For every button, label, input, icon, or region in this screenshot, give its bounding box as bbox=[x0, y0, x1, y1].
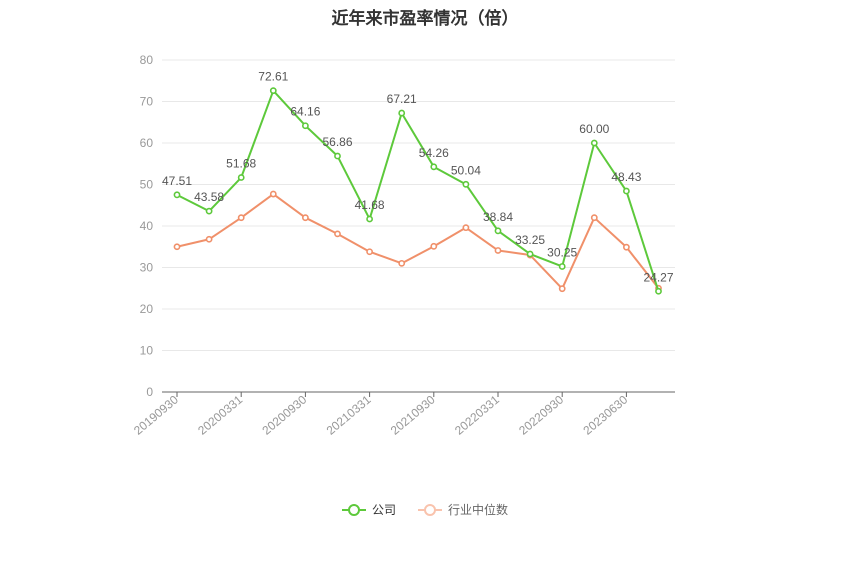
data-label-company: 50.04 bbox=[451, 163, 481, 177]
x-tick-label: 20210331 bbox=[324, 392, 374, 437]
data-point-industry-median bbox=[237, 214, 245, 222]
data-label-company: 38.84 bbox=[483, 210, 513, 224]
x-tick-label: 20230630 bbox=[580, 392, 630, 437]
data-label-company: 24.27 bbox=[643, 270, 673, 284]
x-tick-label: 20200930 bbox=[259, 392, 309, 437]
data-label-company: 67.21 bbox=[387, 92, 417, 106]
y-tick-label: 10 bbox=[140, 344, 154, 358]
legend-marker-company bbox=[341, 503, 366, 517]
x-tick-label: 20190930 bbox=[131, 392, 181, 437]
data-point-company bbox=[366, 215, 373, 223]
series-line-industry-median bbox=[176, 193, 660, 290]
series-line-company bbox=[176, 89, 660, 292]
legend-item-company[interactable]: 公司 bbox=[341, 501, 396, 518]
legend-label-company: 公司 bbox=[371, 503, 396, 517]
data-point-industry-median bbox=[462, 224, 470, 232]
data-point-industry-median bbox=[494, 247, 502, 254]
data-point-industry-median bbox=[623, 243, 630, 251]
x-tick-label: 20220930 bbox=[516, 392, 566, 437]
data-point-industry-median bbox=[398, 259, 406, 267]
data-point-company bbox=[494, 227, 502, 235]
data-point-company bbox=[237, 174, 245, 181]
chart-title: 近年来市盈率情况（倍） bbox=[331, 9, 519, 28]
data-point-industry-median bbox=[173, 243, 181, 251]
y-tick-label: 60 bbox=[140, 136, 154, 150]
y-tick-label: 80 bbox=[140, 53, 154, 67]
data-label-company: 48.43 bbox=[611, 170, 641, 184]
data-point-company bbox=[655, 287, 662, 295]
x-tick-label: 20200331 bbox=[195, 392, 245, 437]
data-label-company: 47.51 bbox=[162, 174, 192, 188]
data-label-company: 30.25 bbox=[547, 245, 577, 259]
chart-legend: 公司 行业中位数 bbox=[0, 501, 850, 518]
data-label-company: 51.68 bbox=[226, 157, 256, 171]
data-point-industry-median bbox=[430, 242, 438, 250]
data-point-industry-median bbox=[301, 214, 309, 222]
x-tick-label: 20210930 bbox=[388, 392, 438, 437]
data-point-company bbox=[430, 163, 438, 171]
legend-item-industry-median[interactable]: 行业中位数 bbox=[418, 501, 508, 518]
y-tick-label: 30 bbox=[140, 261, 154, 275]
data-label-company: 33.25 bbox=[515, 233, 545, 247]
data-label-company: 72.61 bbox=[258, 70, 288, 84]
data-point-company bbox=[526, 250, 534, 258]
data-point-industry-median bbox=[590, 214, 598, 222]
data-point-company bbox=[590, 139, 598, 147]
data-point-industry-median bbox=[205, 235, 213, 243]
data-point-company bbox=[301, 122, 309, 130]
data-label-company: 54.26 bbox=[419, 146, 449, 160]
x-tick-label: 20220331 bbox=[452, 392, 502, 437]
data-label-company: 56.86 bbox=[322, 135, 352, 149]
y-tick-label: 70 bbox=[140, 95, 154, 109]
data-label-company: 60.00 bbox=[579, 122, 609, 136]
data-point-company bbox=[334, 152, 341, 160]
data-point-company bbox=[269, 87, 277, 95]
data-point-company bbox=[462, 180, 470, 188]
data-point-company bbox=[173, 191, 181, 199]
data-point-company bbox=[558, 263, 566, 270]
data-point-company bbox=[205, 207, 213, 215]
y-tick-label: 20 bbox=[140, 302, 154, 316]
data-point-industry-median bbox=[269, 190, 277, 198]
data-label-company: 43.58 bbox=[194, 190, 224, 204]
legend-marker-industry-median bbox=[418, 503, 442, 517]
data-point-industry-median bbox=[558, 285, 566, 293]
y-tick-label: 40 bbox=[140, 219, 154, 233]
legend-label-industry-median: 行业中位数 bbox=[448, 503, 509, 517]
data-point-company bbox=[398, 109, 406, 117]
data-point-industry-median bbox=[334, 230, 341, 238]
data-point-company bbox=[623, 187, 630, 195]
data-label-company: 64.16 bbox=[290, 105, 320, 119]
data-point-industry-median bbox=[366, 248, 373, 256]
y-tick-label: 50 bbox=[140, 178, 154, 192]
data-label-company: 41.68 bbox=[355, 198, 385, 212]
y-tick-label: 0 bbox=[146, 385, 153, 399]
